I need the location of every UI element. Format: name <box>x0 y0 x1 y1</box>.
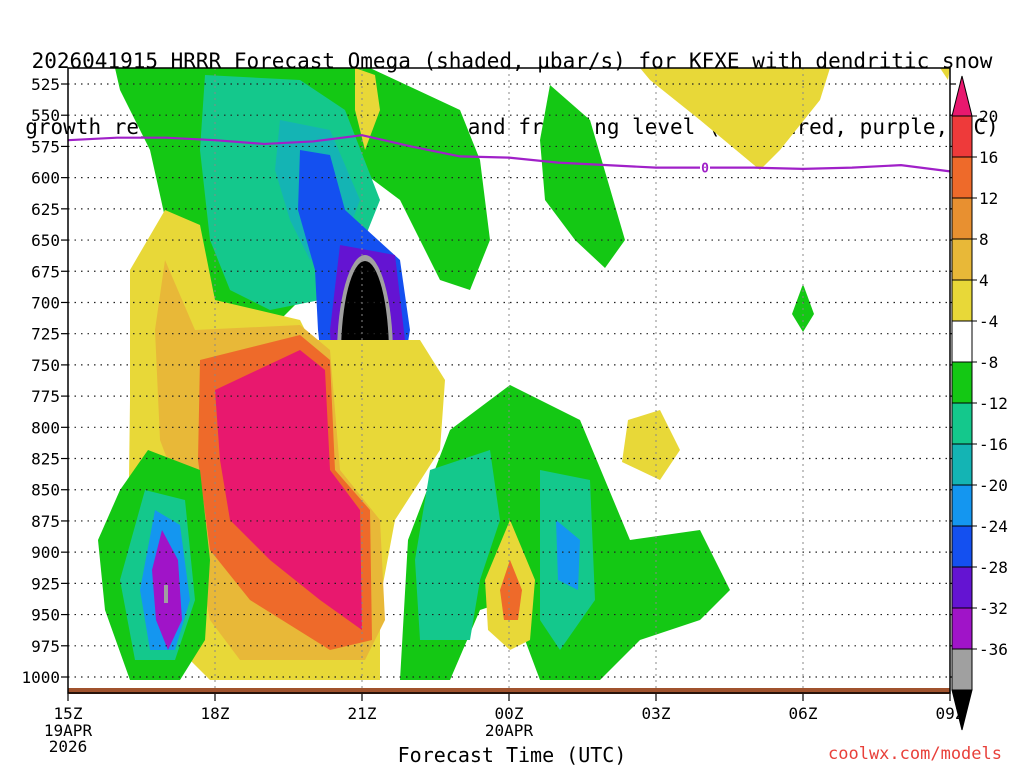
colorbar-swatch <box>951 566 973 609</box>
y-tick-label: 875 <box>31 512 60 531</box>
colorbar-label: -36 <box>979 640 1008 659</box>
colorbar-swatch <box>951 607 973 650</box>
colorbar-label: 16 <box>979 148 998 167</box>
colorbar: 20 16 12 8 4 -4 -8 -12 -16 -20 -24 -28 -32 -36 <box>951 75 1008 731</box>
colorbar-swatch <box>951 156 973 199</box>
colorbar-swatch <box>951 361 973 404</box>
credit-text: coolwx.com/models <box>828 744 1002 764</box>
y-tick-label: 900 <box>31 543 60 562</box>
colorbar-swatch <box>951 648 973 691</box>
freezing-level-label: 0 <box>701 162 709 177</box>
y-tick-label: 525 <box>31 75 60 94</box>
y-tick-label: 575 <box>31 137 60 156</box>
y-axis: 525 550 575 600 625 650 675 700 725 750 775 800 825 8… <box>21 75 956 687</box>
colorbar-label: 4 <box>979 271 989 290</box>
colorbar-label: -12 <box>979 394 1008 413</box>
x-axis-label: Forecast Time (UTC) <box>397 743 627 767</box>
omega-region-yellow-top <box>640 68 830 170</box>
title-line-1: 2026041915 HRRR Forecast Omega (shaded, … <box>31 49 993 73</box>
y-tick-label: 925 <box>31 574 60 593</box>
colorbar-swatch <box>951 402 973 445</box>
y-tick-label: 625 <box>31 200 60 219</box>
omega-region-orange-lowermid <box>500 560 522 620</box>
colorbar-swatch <box>951 443 973 486</box>
omega-field <box>98 68 950 680</box>
ground-bar <box>68 688 950 694</box>
colorbar-swatch <box>951 320 973 363</box>
colorbar-label: -24 <box>979 517 1008 536</box>
colorbar-label: -20 <box>979 476 1008 495</box>
x-tick-label: 18Z <box>201 704 230 723</box>
x-tick-sublabel: 2026 <box>49 737 88 756</box>
colorbar-label: -16 <box>979 435 1008 454</box>
colorbar-label: 8 <box>979 230 989 249</box>
colorbar-top-arrow <box>951 75 973 117</box>
colorbar-swatch <box>951 525 973 568</box>
grid-lines <box>68 68 950 693</box>
colorbar-label: 20 <box>979 107 998 126</box>
y-tick-label: 675 <box>31 262 60 281</box>
y-tick-label: 800 <box>31 418 60 437</box>
omega-region-blue-lowermid <box>556 520 580 590</box>
y-tick-label: 600 <box>31 169 60 188</box>
colorbar-label: -8 <box>979 353 998 372</box>
freezing-level-line <box>67 134 951 173</box>
colorbar-bottom-arrow <box>951 689 973 731</box>
y-tick-label: 775 <box>31 387 60 406</box>
colorbar-swatch <box>951 115 973 158</box>
y-tick-label: 950 <box>31 606 60 625</box>
y-tick-label: 650 <box>31 231 60 250</box>
plot-frame <box>67 67 951 694</box>
omega-region-pink <box>215 350 362 630</box>
x-tick-label: 03Z <box>642 704 671 723</box>
omega-region-yellow-topsmall <box>355 68 380 150</box>
y-tick-label: 850 <box>31 481 60 500</box>
x-tick-label: 21Z <box>348 704 377 723</box>
colorbar-swatch <box>951 197 973 240</box>
colorbar-swatch <box>951 279 973 322</box>
x-tick-sublabel: 20APR <box>485 721 534 740</box>
x-tick-label: 15Z <box>54 704 83 723</box>
y-tick-label: 725 <box>31 325 60 344</box>
omega-gray-speck <box>164 585 168 603</box>
colorbar-label: -4 <box>979 312 998 331</box>
omega-region-teal-lowermid <box>415 450 500 640</box>
omega-region-green-upperright <box>540 85 625 268</box>
y-tick-label: 700 <box>31 293 60 312</box>
y-tick-label: 975 <box>31 637 60 656</box>
y-tick-label: 825 <box>31 450 60 469</box>
x-tick-label: 06Z <box>789 704 818 723</box>
x-tick-label: 00Z <box>495 704 524 723</box>
colorbar-label: -32 <box>979 599 1008 618</box>
colorbar-swatch <box>951 484 973 527</box>
y-tick-label: 1000 <box>21 668 60 687</box>
y-tick-label: 750 <box>31 356 60 375</box>
omega-region-yellow-corner <box>940 68 950 80</box>
y-tick-label: 550 <box>31 106 60 125</box>
colorbar-swatch <box>951 238 973 281</box>
freezing-level-series: 0 <box>67 134 951 177</box>
colorbar-label: 12 <box>979 189 998 208</box>
freezing-level-label-bg <box>700 159 710 175</box>
omega-region-yellow-mid <box>622 410 680 480</box>
colorbar-label: -28 <box>979 558 1008 577</box>
x-tick-sublabel: 19APR <box>44 721 93 740</box>
